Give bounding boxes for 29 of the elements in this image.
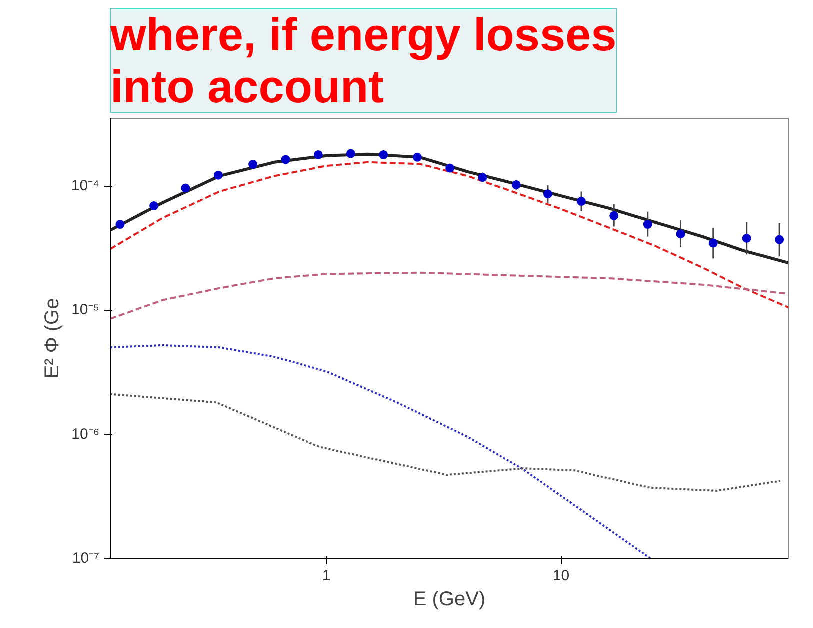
point [643, 220, 652, 229]
x-tick-label: 10 [552, 568, 570, 584]
point [543, 190, 552, 199]
point [379, 150, 388, 160]
point [676, 230, 686, 239]
x-tick-label: 1 [322, 568, 331, 584]
point [248, 160, 258, 170]
point [281, 155, 290, 164]
y-tick-label: 10⁻⁷ [72, 550, 100, 567]
point [742, 234, 752, 243]
point [116, 220, 125, 229]
y-tick-label: 10⁻⁴ [71, 178, 100, 195]
point [150, 202, 159, 211]
point [214, 170, 223, 180]
point [708, 238, 718, 248]
point [512, 180, 521, 190]
y-tick-label: 10⁻⁵ [72, 302, 100, 319]
point [446, 164, 455, 173]
point [610, 211, 619, 220]
point [412, 152, 422, 162]
point [181, 184, 190, 193]
y-axis-title: E² Φ (Ge [41, 298, 64, 379]
point [775, 235, 784, 244]
point [478, 173, 488, 182]
point [346, 149, 356, 158]
point [314, 150, 323, 160]
point [577, 197, 586, 206]
y-tick-label: 10⁻⁶ [72, 426, 100, 443]
x-axis-title: E (GeV) [413, 588, 486, 610]
